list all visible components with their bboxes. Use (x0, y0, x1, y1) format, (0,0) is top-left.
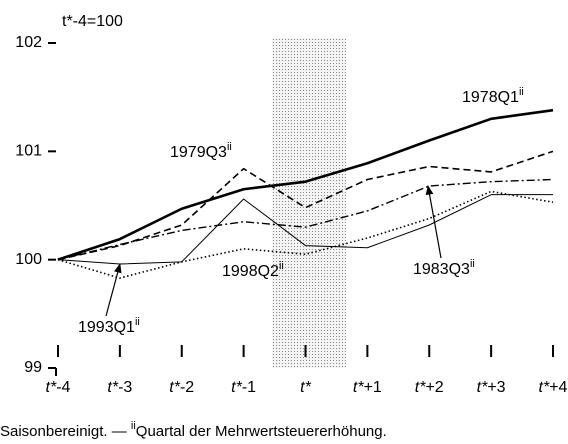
y-tick-label: 99 (24, 359, 42, 376)
series-line (57, 194, 553, 265)
footnote: Saisonbereinigt. — iiQuartal der Mehrwer… (0, 420, 387, 440)
x-tick-label: t*+3 (477, 379, 506, 396)
x-tick-label-part: t* (231, 379, 242, 396)
y-tick-label: 101 (15, 143, 42, 160)
x-tick-label: t* (300, 379, 311, 396)
x-tick-label-part: t* (353, 379, 364, 396)
x-tick-label-part: t* (169, 379, 180, 396)
x-tick-label-part: t* (415, 379, 426, 396)
series-label: 1983Q3ii (413, 258, 475, 278)
x-tick-label: t*-4 (46, 379, 71, 396)
x-tick-label: t*+4 (539, 379, 568, 396)
x-tick-label-part: -4 (56, 379, 70, 396)
series-label: 1998Q2ii (222, 260, 284, 280)
x-tick-label-part: t* (539, 379, 550, 396)
series-marker: ii (227, 141, 232, 153)
series-label: 1979Q3ii (170, 141, 232, 161)
series-name: 1993Q1 (78, 319, 135, 336)
series-name: 1978Q1 (462, 89, 519, 106)
series-name: 1979Q3 (170, 144, 227, 161)
y-tick-label: 102 (15, 34, 42, 51)
series-marker: ii (279, 260, 284, 272)
x-tick-label: t*-3 (107, 379, 132, 396)
series-label: 1993Q1ii (78, 316, 140, 336)
series-line (57, 108, 554, 261)
x-tick-label: t*+1 (353, 379, 382, 396)
x-tick-label-part: -3 (118, 379, 132, 396)
y-tick-label: 100 (15, 251, 42, 268)
x-tick-label-part: t* (477, 379, 488, 396)
x-tick-label-part: -2 (180, 379, 194, 396)
series-name: 1998Q2 (222, 263, 279, 280)
series-marker: ii (135, 316, 140, 328)
x-tick-label-part: t* (46, 379, 57, 396)
x-tick-label-part: t* (300, 379, 311, 396)
x-tick-label-part: t* (107, 379, 118, 396)
x-tick-label: t*-2 (169, 379, 194, 396)
series-name: 1983Q3 (413, 261, 470, 278)
series-marker: ii (519, 86, 524, 98)
x-tick-label-part: +1 (364, 379, 382, 396)
series-line (57, 178, 554, 261)
x-tick-label-part: -1 (242, 379, 256, 396)
series-marker: ii (470, 258, 475, 270)
y-axis-label: t*-4=100 (62, 13, 123, 30)
x-tick-label: t*-1 (231, 379, 256, 396)
x-tick-label-part: +2 (425, 379, 443, 396)
series-label: 1978Q1ii (462, 86, 524, 106)
highlight-band (272, 38, 346, 368)
x-tick-label-part: +4 (549, 379, 567, 396)
annotation-arrow (105, 263, 122, 317)
x-tick-label-part: +3 (487, 379, 505, 396)
x-tick-label: t*+2 (415, 379, 444, 396)
